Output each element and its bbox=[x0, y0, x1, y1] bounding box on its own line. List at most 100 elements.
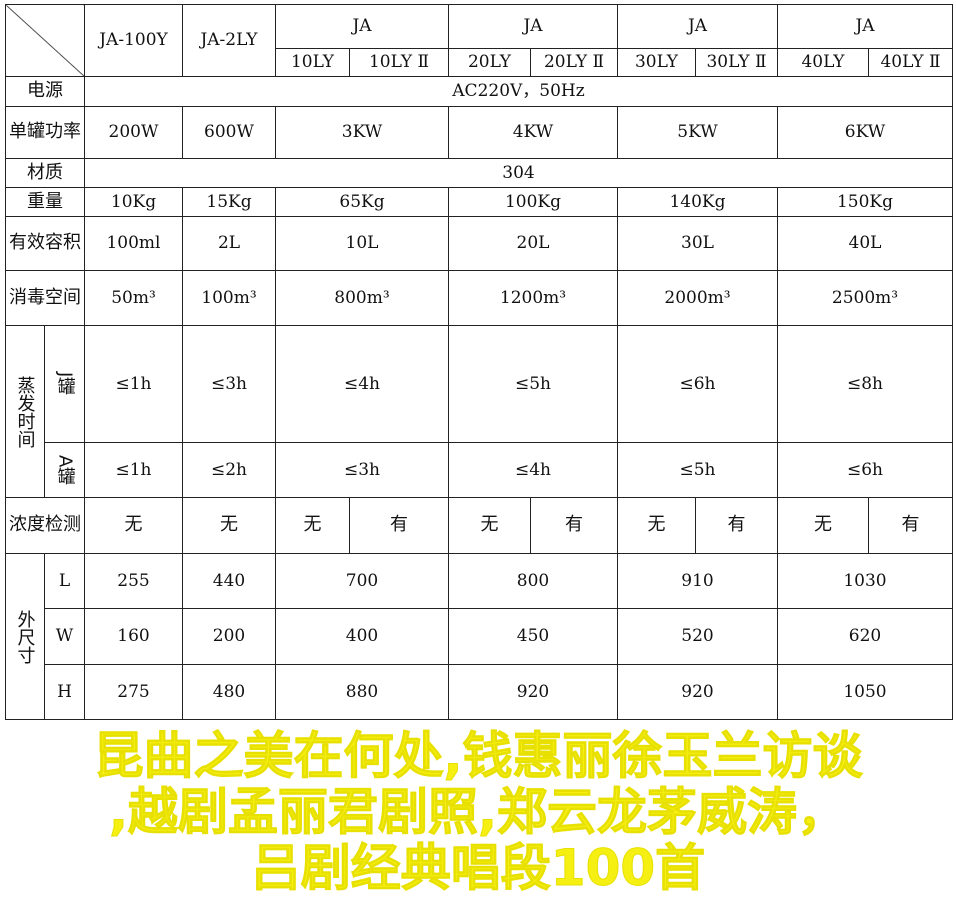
cell: 2L bbox=[182, 216, 276, 271]
model-header: JA-2LY bbox=[182, 4, 276, 77]
cell: ≤8h bbox=[777, 325, 953, 443]
corner-cell bbox=[5, 4, 85, 77]
overlay-line: ,越剧孟丽君剧照,郑云龙茅威涛， bbox=[109, 783, 848, 841]
cell: 65Kg bbox=[275, 187, 449, 217]
row-label: 外尺寸 bbox=[5, 553, 45, 720]
cell: 400 bbox=[275, 608, 449, 665]
cell: 3KW bbox=[275, 106, 449, 159]
cell: 200 bbox=[182, 608, 276, 665]
cell: ≤3h bbox=[275, 442, 449, 498]
overlay-caption: 昆曲之美在何处,钱惠丽徐玉兰访谈 ,越剧孟丽君剧照,郑云龙茅威涛， 吕剧经典唱段… bbox=[0, 727, 956, 897]
cell: 2500m³ bbox=[777, 270, 953, 326]
cell: 无 bbox=[777, 497, 869, 554]
cell: 4KW bbox=[448, 106, 618, 159]
cell: ≤1h bbox=[84, 442, 183, 498]
cell: ≤5h bbox=[617, 442, 778, 498]
cell: 10L bbox=[275, 216, 449, 271]
cell: 无 bbox=[617, 497, 696, 554]
sub-header: 20LY bbox=[448, 48, 531, 77]
cell: 620 bbox=[777, 608, 953, 665]
cell: ≤5h bbox=[448, 325, 618, 443]
row-label: 消毒空间 bbox=[5, 270, 85, 326]
cell: 255 bbox=[84, 553, 183, 609]
cell: 450 bbox=[448, 608, 618, 665]
sub-header: 40LY Ⅱ bbox=[868, 48, 953, 77]
cell: 275 bbox=[84, 664, 183, 720]
group-header: JA bbox=[275, 4, 449, 49]
cell: 920 bbox=[448, 664, 618, 720]
cell: 2000m³ bbox=[617, 270, 778, 326]
sub-header: 40LY bbox=[777, 48, 869, 77]
cell: 920 bbox=[617, 664, 778, 720]
sub-header: 10LY Ⅱ bbox=[349, 48, 449, 77]
cell: ≤6h bbox=[617, 325, 778, 443]
row-label: 电源 bbox=[5, 76, 85, 107]
cell: 10Kg bbox=[84, 187, 183, 217]
cell: 1200m³ bbox=[448, 270, 618, 326]
cell: 30L bbox=[617, 216, 778, 271]
cell: 无 bbox=[84, 497, 183, 554]
cell: 800m³ bbox=[275, 270, 449, 326]
cell: ≤1h bbox=[84, 325, 183, 443]
spec-table: JA-100Y JA-2LY JA JA JA JA 10LY 10LY Ⅱ 2… bbox=[5, 4, 953, 720]
cell: 150Kg bbox=[777, 187, 953, 217]
sub-label: A罐 bbox=[44, 442, 85, 498]
cell: 有 bbox=[349, 497, 449, 554]
cell: 15Kg bbox=[182, 187, 276, 217]
row-label: 浓度检测 bbox=[5, 497, 85, 554]
cell: 50m³ bbox=[84, 270, 183, 326]
sub-header: 10LY bbox=[275, 48, 350, 77]
cell: 1030 bbox=[777, 553, 953, 609]
cell: 20L bbox=[448, 216, 618, 271]
cell: ≤3h bbox=[182, 325, 276, 443]
cell: ≤2h bbox=[182, 442, 276, 498]
sub-label: H bbox=[44, 664, 85, 720]
cell: 6KW bbox=[777, 106, 953, 159]
cell: 880 bbox=[275, 664, 449, 720]
cell: 有 bbox=[530, 497, 618, 554]
cell: 有 bbox=[695, 497, 778, 554]
model-header: JA-100Y bbox=[84, 4, 183, 77]
row-label: 重量 bbox=[5, 187, 85, 217]
cell: 无 bbox=[448, 497, 531, 554]
cell: ≤4h bbox=[275, 325, 449, 443]
group-header: JA bbox=[617, 4, 778, 49]
row-label: 材质 bbox=[5, 158, 85, 188]
cell: 100Kg bbox=[448, 187, 618, 217]
overlay-line: 昆曲之美在何处,钱惠丽徐玉兰访谈 bbox=[93, 727, 863, 785]
cell: 800 bbox=[448, 553, 618, 609]
sub-header: 30LY bbox=[617, 48, 696, 77]
row-label: 蒸发时间 bbox=[5, 325, 45, 498]
cell: 910 bbox=[617, 553, 778, 609]
cell: 有 bbox=[868, 497, 953, 554]
cell: 140Kg bbox=[617, 187, 778, 217]
cell: AC220V，50Hz bbox=[84, 76, 953, 107]
cell: ≤4h bbox=[448, 442, 618, 498]
cell: ≤6h bbox=[777, 442, 953, 498]
cell: 40L bbox=[777, 216, 953, 271]
cell: 600W bbox=[182, 106, 276, 159]
sub-label: W bbox=[44, 608, 85, 665]
cell: 无 bbox=[275, 497, 350, 554]
cell: 304 bbox=[84, 158, 953, 188]
overlay-line: 吕剧经典唱段100首 bbox=[250, 839, 706, 897]
cell: 100m³ bbox=[182, 270, 276, 326]
cell: 100ml bbox=[84, 216, 183, 271]
cell: 1050 bbox=[777, 664, 953, 720]
row-label: 单罐功率 bbox=[5, 106, 85, 159]
cell: 440 bbox=[182, 553, 276, 609]
sub-header: 20LY Ⅱ bbox=[530, 48, 618, 77]
cell: 520 bbox=[617, 608, 778, 665]
group-header: JA bbox=[777, 4, 953, 49]
sub-label: J罐 bbox=[44, 325, 85, 443]
cell: 480 bbox=[182, 664, 276, 720]
row-label: 有效容积 bbox=[5, 216, 85, 271]
cell: 无 bbox=[182, 497, 276, 554]
sub-label: L bbox=[44, 553, 85, 609]
cell: 160 bbox=[84, 608, 183, 665]
group-header: JA bbox=[448, 4, 618, 49]
cell: 700 bbox=[275, 553, 449, 609]
cell: 5KW bbox=[617, 106, 778, 159]
sub-header: 30LY Ⅱ bbox=[695, 48, 778, 77]
cell: 200W bbox=[84, 106, 183, 159]
